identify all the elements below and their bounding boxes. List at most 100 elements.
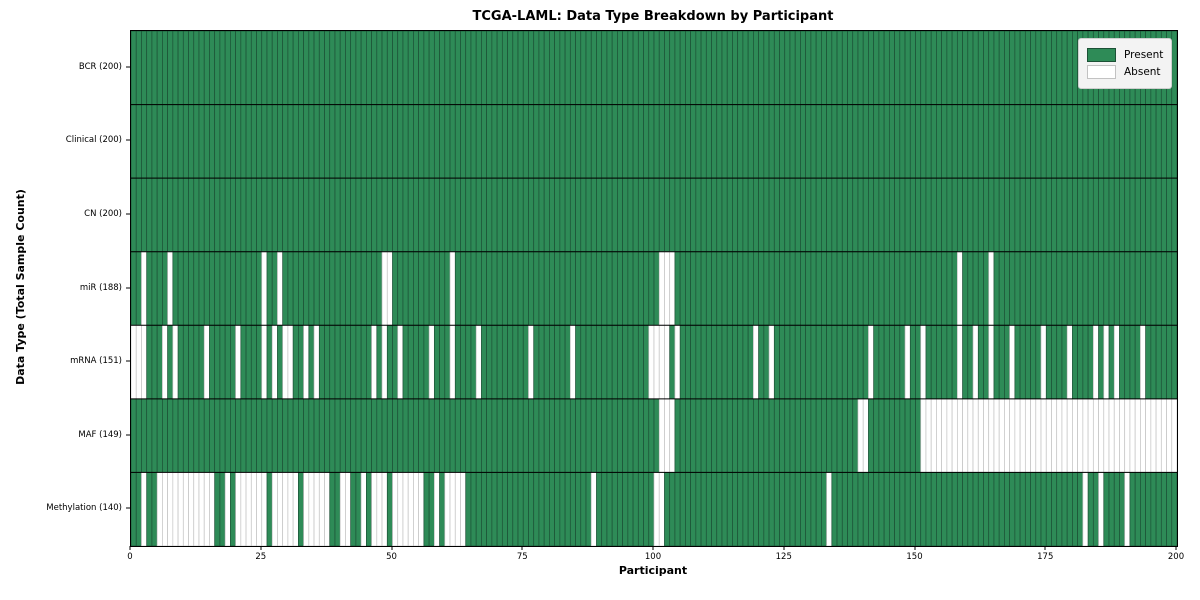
matrix-cell: [496, 398, 503, 473]
matrix-cell: [538, 31, 545, 105]
matrix-cell: [951, 104, 958, 179]
matrix-cell: [465, 31, 472, 105]
matrix-cell: [1051, 251, 1058, 326]
matrix-cell: [397, 398, 404, 473]
matrix-cell: [596, 472, 603, 546]
matrix-cell: [643, 398, 650, 473]
matrix-cell: [1087, 251, 1094, 326]
matrix-cell: [156, 31, 163, 105]
matrix-cell: [240, 104, 247, 179]
matrix-cell: [324, 472, 331, 546]
matrix-cell: [151, 251, 158, 326]
matrix-cell: [465, 251, 472, 326]
matrix-cell: [758, 104, 765, 179]
matrix-cell: [737, 472, 744, 546]
matrix-cell: [198, 398, 205, 473]
matrix-cell: [862, 398, 869, 473]
matrix-cell: [664, 472, 671, 546]
matrix-cell: [182, 31, 189, 105]
matrix-cell: [690, 472, 697, 546]
matrix-cell: [501, 251, 508, 326]
matrix-cell: [925, 472, 932, 546]
matrix-cell: [690, 177, 697, 253]
matrix-cell: [800, 324, 807, 400]
matrix-cell: [465, 324, 472, 400]
matrix-cell: [1056, 31, 1063, 105]
matrix-cell: [261, 31, 268, 105]
matrix-cell: [496, 472, 503, 546]
matrix-cell: [308, 398, 315, 473]
matrix-cell: [350, 472, 357, 546]
matrix-cell: [716, 398, 723, 473]
matrix-cell: [1145, 104, 1152, 179]
matrix-cell: [475, 31, 482, 105]
matrix-cell: [1082, 324, 1089, 400]
matrix-cell: [376, 177, 383, 253]
matrix-cell: [345, 104, 352, 179]
matrix-cell: [392, 398, 399, 473]
matrix-cell: [313, 31, 320, 105]
matrix-cell: [685, 251, 691, 326]
matrix-cell: [611, 472, 618, 546]
y-tick-label: BCR (200): [78, 61, 122, 72]
matrix-cell: [318, 177, 325, 253]
matrix-cell: [371, 472, 378, 546]
matrix-cell: [805, 104, 812, 179]
matrix-cell: [606, 251, 613, 326]
matrix-cell: [810, 398, 817, 473]
matrix-cell: [444, 472, 451, 546]
matrix-cell: [418, 31, 425, 105]
matrix-cell: [627, 398, 634, 473]
matrix-cell: [852, 324, 859, 400]
matrix-cell: [674, 177, 681, 253]
matrix-cell: [988, 398, 995, 473]
matrix-cell: [245, 251, 252, 326]
matrix-cell: [569, 398, 576, 473]
matrix-cell: [569, 472, 576, 546]
matrix-cell: [868, 177, 875, 253]
matrix-cell: [721, 324, 728, 400]
matrix-cell: [821, 31, 827, 105]
matrix-cell: [1061, 398, 1068, 473]
matrix-cell: [428, 398, 435, 473]
matrix-cell: [627, 251, 634, 326]
matrix-cell: [135, 472, 142, 546]
matrix-cell: [355, 177, 362, 253]
matrix-cell: [1108, 398, 1115, 473]
matrix-cell: [983, 251, 990, 326]
matrix-cell: [1004, 177, 1010, 253]
matrix-cell: [209, 104, 216, 179]
matrix-cell: [386, 398, 393, 473]
x-tick-label: 150: [906, 552, 923, 562]
matrix-cell: [664, 104, 671, 179]
matrix-cell: [758, 251, 765, 326]
matrix-cell: [282, 31, 289, 105]
matrix-cell: [956, 324, 963, 400]
matrix-cell: [920, 472, 927, 546]
matrix-cell: [1113, 251, 1120, 326]
matrix-cell: [1045, 104, 1052, 179]
matrix-cell: [1140, 472, 1146, 546]
matrix-cell: [224, 324, 231, 400]
matrix-cell: [564, 472, 571, 546]
matrix-cell: [1171, 472, 1177, 546]
y-tick: [126, 434, 130, 436]
matrix-cell: [1004, 398, 1010, 473]
matrix-cell: [674, 104, 681, 179]
matrix-cell: [392, 324, 399, 400]
matrix-cell: [904, 177, 911, 253]
matrix-cell: [794, 104, 801, 179]
matrix-cell: [810, 251, 817, 326]
matrix-cell: [235, 251, 242, 326]
matrix-cell: [329, 324, 336, 400]
matrix-cell: [554, 251, 561, 326]
matrix-cell: [690, 31, 697, 105]
matrix-cell: [904, 104, 911, 179]
matrix-cell: [224, 177, 231, 253]
matrix-cell: [977, 324, 984, 400]
matrix-cell: [454, 472, 461, 546]
matrix-cell: [617, 472, 623, 546]
matrix-cell: [569, 31, 576, 105]
matrix-cell: [371, 251, 378, 326]
matrix-cell: [203, 324, 210, 400]
